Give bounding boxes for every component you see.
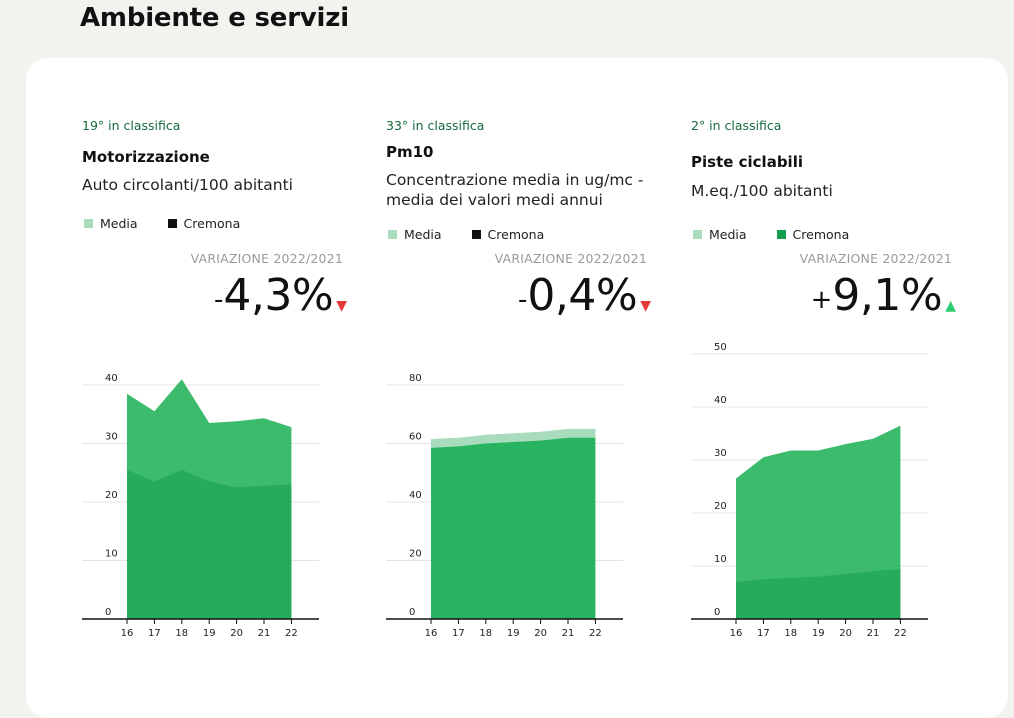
trend-down-icon: ▼ xyxy=(640,298,651,314)
indicator-title: Piste ciclabili xyxy=(691,153,803,171)
y-tick-label: 80 xyxy=(409,373,422,384)
y-tick-label: 40 xyxy=(409,490,422,501)
indicator-title: Motorizzazione xyxy=(82,148,210,166)
variation-label: VARIAZIONE 2022/2021 xyxy=(799,251,952,266)
variation-number: 4,3% xyxy=(223,270,334,321)
x-tick-label: 17 xyxy=(757,628,770,639)
x-tick-label: 21 xyxy=(562,628,575,639)
indicators-card: 19° in classifica Motorizzazione Auto ci… xyxy=(26,58,1008,718)
legend-label-media: Media xyxy=(709,227,747,242)
legend-swatch-media xyxy=(693,230,702,239)
y-tick-label: 30 xyxy=(105,432,118,443)
legend-swatch-media xyxy=(388,230,397,239)
x-tick-label: 18 xyxy=(784,628,797,639)
series-area-cremona xyxy=(431,437,596,619)
trend-up-icon: ▲ xyxy=(945,298,956,314)
y-tick-label: 0 xyxy=(409,607,415,618)
section-title: Ambiente e servizi xyxy=(80,3,349,33)
indicator-subtitle: Concentrazione media in ug/mc - media de… xyxy=(386,171,644,209)
legend-swatch-media xyxy=(84,219,93,228)
variation-sign: - xyxy=(518,285,528,315)
x-tick-label: 16 xyxy=(121,628,134,639)
series-area-cremona xyxy=(736,425,901,619)
y-tick-label: 20 xyxy=(105,490,118,501)
x-tick-label: 18 xyxy=(175,628,188,639)
x-tick-label: 22 xyxy=(285,628,298,639)
indicator-panel-piste-ciclabili: 2° in classifica Piste ciclabili M.eq./1… xyxy=(691,58,991,698)
trend-down-icon: ▼ xyxy=(336,298,347,314)
chart-legend: Media Cremona xyxy=(693,227,849,242)
indicator-title: Pm10 xyxy=(386,143,434,161)
legend-label-city: Cremona xyxy=(183,216,241,231)
rank-label: 19° in classifica xyxy=(82,118,181,133)
variation-number: 9,1% xyxy=(832,270,943,321)
area-chart-motorizzazione: 0 10 20 30 40 16 17 18 19 20 21 22 xyxy=(82,373,319,639)
x-tick-label: 17 xyxy=(148,628,161,639)
y-tick-label: 60 xyxy=(409,432,422,443)
area-chart-piste-ciclabili: 0 10 20 30 40 50 16 17 18 19 20 21 22 xyxy=(691,342,928,639)
legend-swatch-city xyxy=(167,219,177,228)
indicator-panel-motorizzazione: 19° in classifica Motorizzazione Auto ci… xyxy=(82,58,382,698)
x-tick-label: 20 xyxy=(839,628,852,639)
x-tick-label: 20 xyxy=(534,628,547,639)
variation-label: VARIAZIONE 2022/2021 xyxy=(190,251,343,266)
variation-number: 0,4% xyxy=(527,270,638,321)
y-tick-label: 20 xyxy=(714,501,727,512)
legend-label-city: Cremona xyxy=(792,227,850,242)
y-tick-label: 10 xyxy=(105,549,118,560)
legend-swatch-city xyxy=(776,230,786,239)
y-tick-label: 40 xyxy=(714,395,727,406)
variation-value: -4,3% ▼ xyxy=(82,270,347,321)
x-tick-label: 16 xyxy=(425,628,438,639)
legend-label-media: Media xyxy=(404,227,442,242)
legend-label-media: Media xyxy=(100,216,138,231)
variation-value: +9,1% ▲ xyxy=(691,270,956,321)
area-chart-pm10: 0 20 40 60 80 16 17 18 19 20 21 22 xyxy=(386,373,623,639)
x-tick-label: 19 xyxy=(812,628,825,639)
x-tick-label: 19 xyxy=(507,628,520,639)
chart-legend: Media Cremona xyxy=(388,227,544,242)
x-tick-label: 19 xyxy=(203,628,216,639)
y-tick-label: 0 xyxy=(714,607,720,618)
x-tick-label: 22 xyxy=(894,628,907,639)
y-tick-label: 30 xyxy=(714,448,727,459)
x-tick-label: 16 xyxy=(730,628,743,639)
x-tick-label: 17 xyxy=(452,628,465,639)
indicator-panel-pm10: 33° in classifica Pm10 Concentrazione me… xyxy=(386,58,686,698)
rank-label: 33° in classifica xyxy=(386,118,485,133)
variation-sign: - xyxy=(214,285,224,315)
y-tick-label: 50 xyxy=(714,342,727,353)
variation-sign: + xyxy=(810,285,833,315)
chart-legend: Media Cremona xyxy=(84,216,240,231)
x-tick-label: 20 xyxy=(230,628,243,639)
y-tick-label: 40 xyxy=(105,373,118,384)
x-tick-label: 21 xyxy=(258,628,271,639)
legend-label-city: Cremona xyxy=(487,227,545,242)
series-area-media xyxy=(127,469,292,619)
rank-label: 2° in classifica xyxy=(691,118,782,133)
variation-label: VARIAZIONE 2022/2021 xyxy=(494,251,647,266)
y-tick-label: 20 xyxy=(409,549,422,560)
indicator-subtitle: M.eq./100 abitanti xyxy=(691,182,833,200)
y-tick-label: 10 xyxy=(714,554,727,565)
x-tick-label: 22 xyxy=(589,628,602,639)
x-tick-label: 18 xyxy=(479,628,492,639)
y-tick-label: 0 xyxy=(105,607,111,618)
x-tick-label: 21 xyxy=(867,628,880,639)
series-area-media xyxy=(736,568,901,619)
variation-value: -0,4% ▼ xyxy=(386,270,651,321)
legend-swatch-city xyxy=(471,230,481,239)
indicator-subtitle: Auto circolanti/100 abitanti xyxy=(82,176,293,194)
